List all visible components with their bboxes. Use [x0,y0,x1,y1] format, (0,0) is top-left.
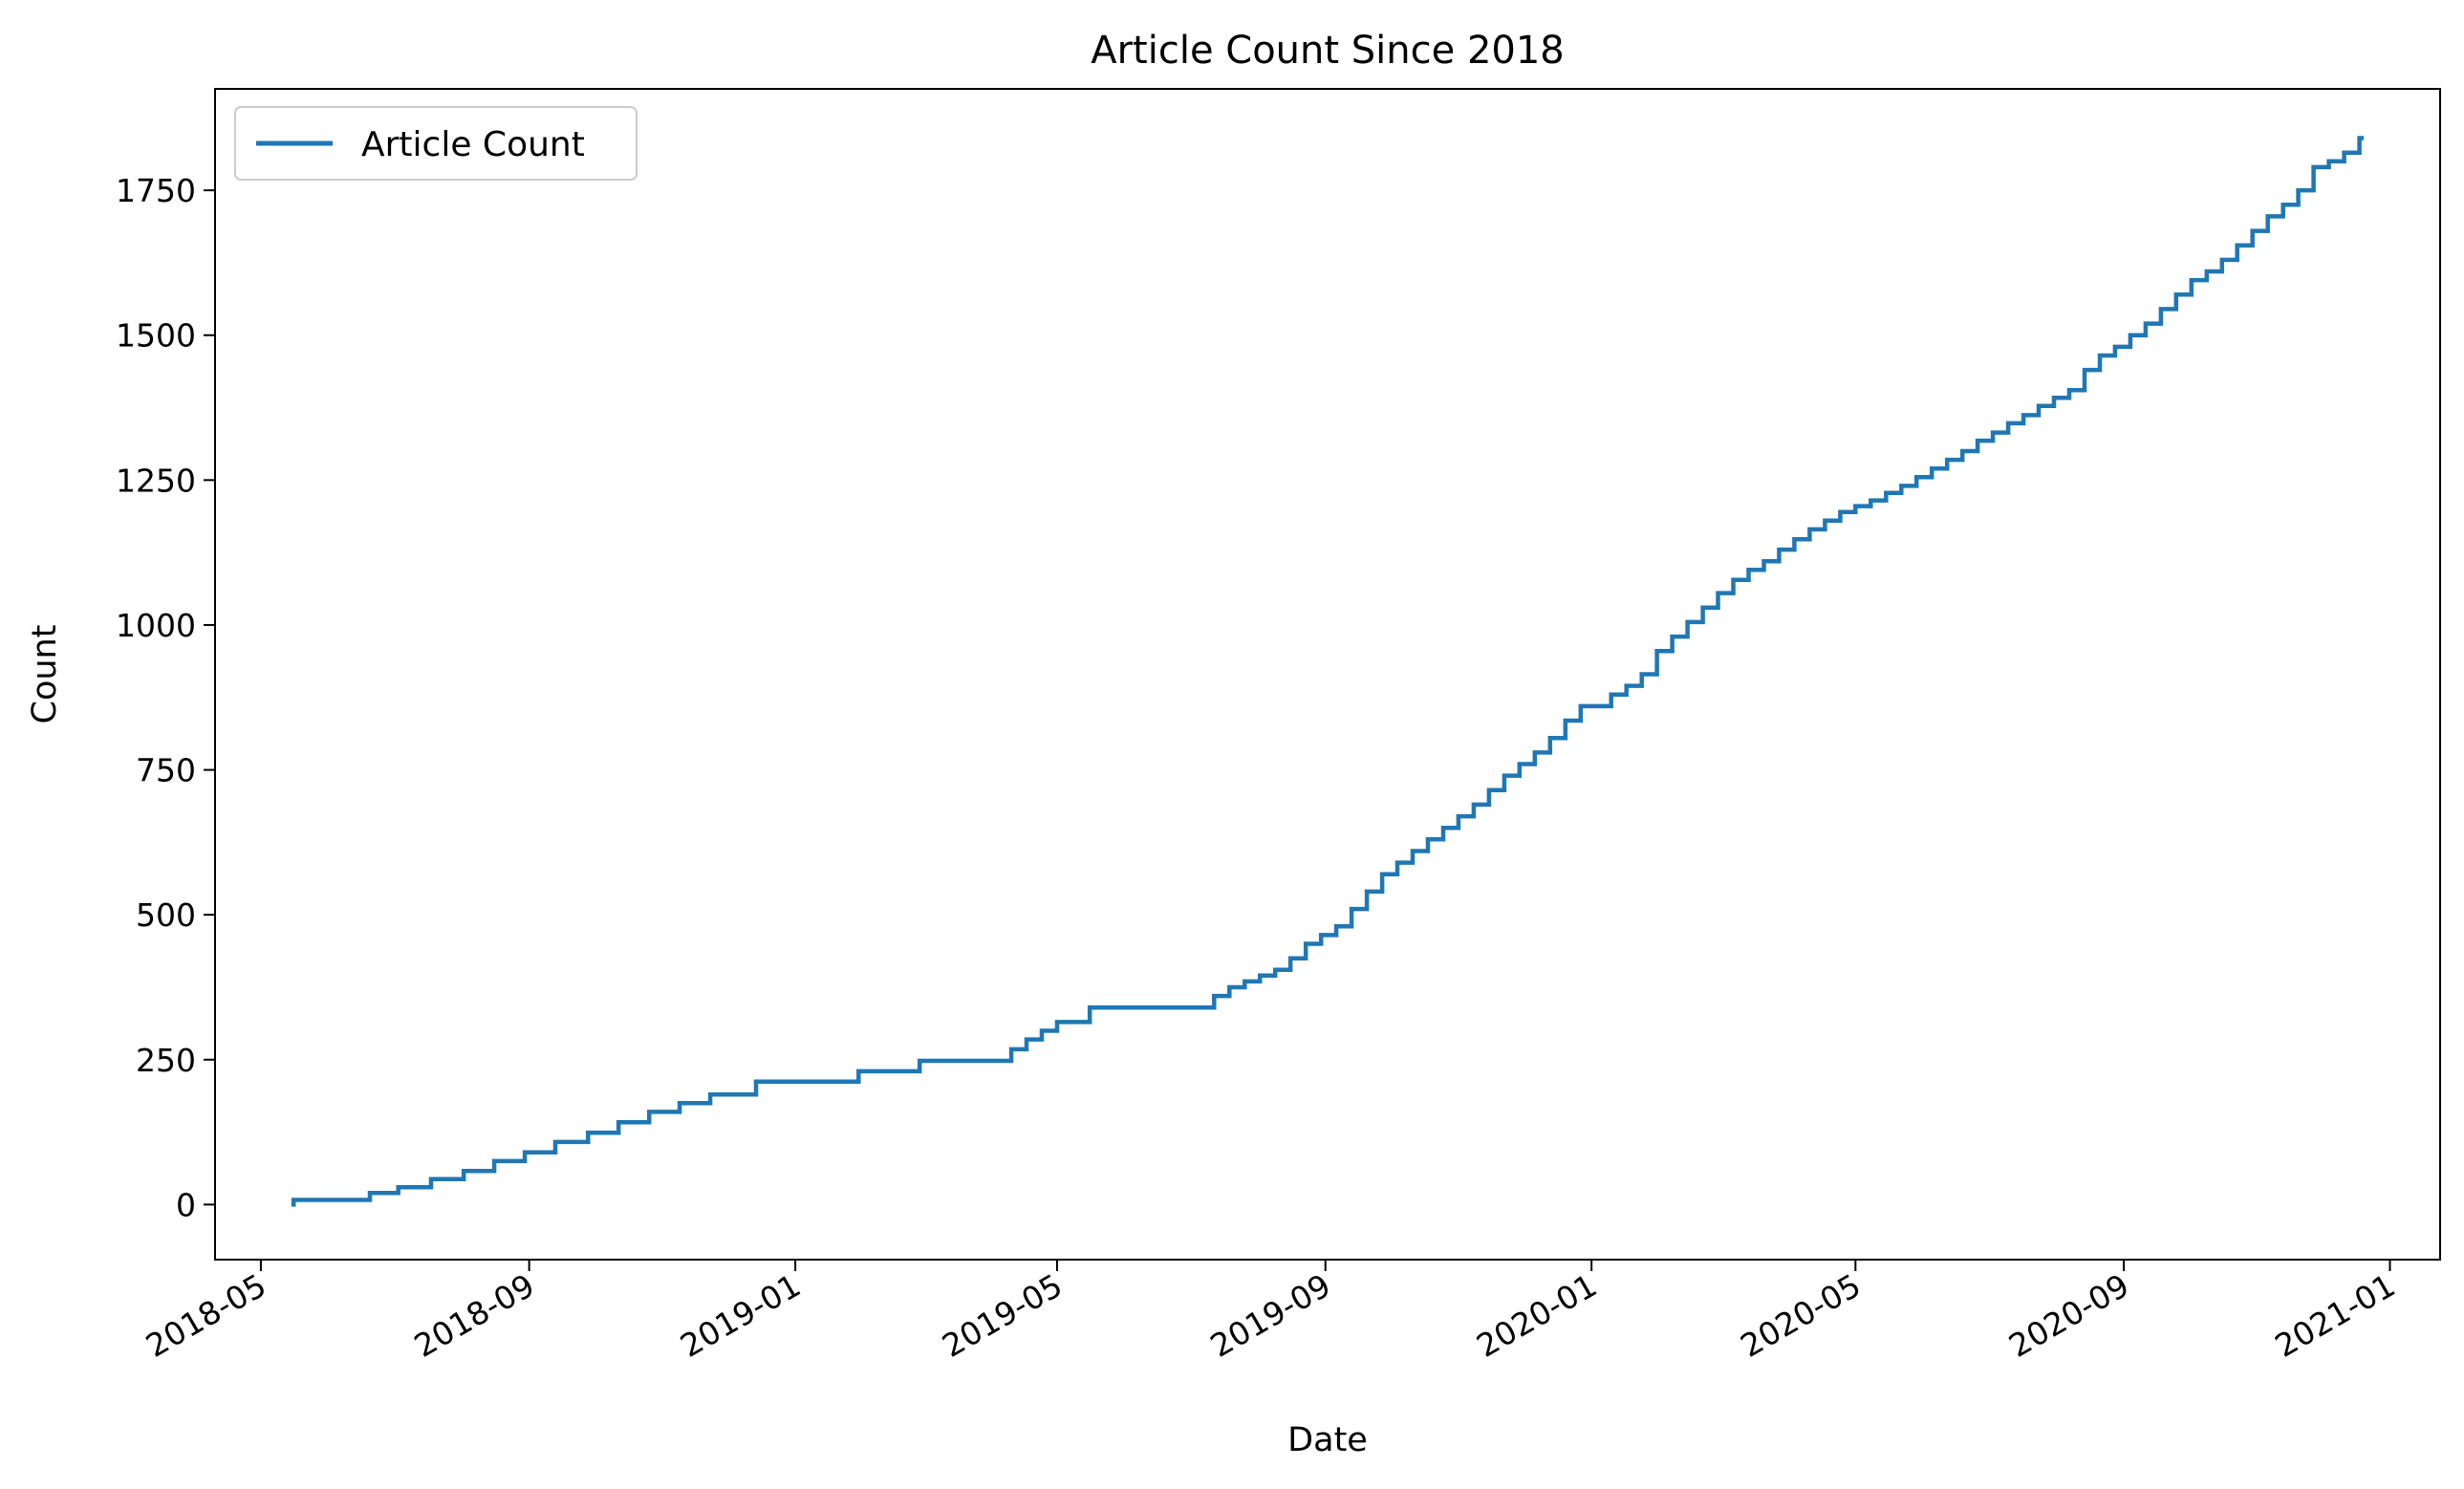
y-tick-label: 250 [136,1042,196,1079]
chart-title: Article Count Since 2018 [1091,29,1565,73]
y-tick-label: 1250 [116,462,196,499]
y-axis-label: Count [26,625,64,724]
series-layer [291,136,2365,1207]
y-tick-label: 500 [136,896,196,934]
series-line-article-count [291,136,2365,1207]
y-tick-label: 1750 [116,172,196,209]
y-tick-label: 1000 [116,607,196,644]
plot-frame [214,88,2441,1261]
y-tick-label: 1500 [116,317,196,355]
y-tick-label: 0 [176,1186,196,1223]
legend-label: Article Count [361,125,585,164]
x-axis-label: Date [1287,1421,1368,1459]
y-tick-label: 750 [136,752,196,789]
legend: Article Count [234,106,638,181]
plot-area [214,88,2441,1261]
legend-box [234,106,638,181]
y-axis: 0 250 500 750 1000 1250 1500 1750 [116,172,215,1223]
